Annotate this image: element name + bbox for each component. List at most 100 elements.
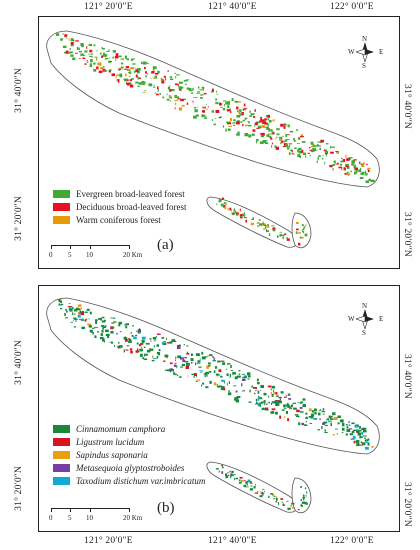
forest-patch — [300, 134, 303, 138]
forest-patch — [141, 80, 145, 84]
forest-patch — [267, 224, 269, 227]
forest-patch — [140, 61, 143, 65]
forest-patch — [186, 351, 189, 354]
forest-patch — [218, 374, 220, 376]
forest-patch — [254, 492, 258, 494]
main-island-outline — [46, 30, 380, 188]
forest-patch — [262, 139, 267, 143]
forest-patch — [291, 502, 295, 505]
forest-patch — [310, 416, 314, 419]
forest-patch — [260, 390, 262, 391]
forest-patch — [170, 362, 173, 365]
forest-patch — [348, 420, 350, 424]
forest-patch — [249, 115, 252, 117]
forest-patch — [123, 349, 125, 353]
forest-patch — [98, 70, 102, 74]
forest-patch — [136, 68, 141, 70]
forest-patch — [269, 135, 272, 139]
forest-patch — [320, 142, 323, 144]
forest-patch — [156, 335, 157, 338]
forest-patch — [149, 338, 152, 340]
forest-patch — [73, 39, 75, 42]
forest-patch — [164, 77, 167, 81]
forest-patch — [148, 83, 153, 86]
forest-patch — [95, 321, 97, 325]
forest-patch — [207, 106, 209, 108]
forest-patch — [156, 356, 159, 359]
forest-patch — [283, 126, 286, 129]
forest-patch — [96, 50, 98, 52]
forest-patch — [298, 242, 301, 246]
forest-patch — [184, 356, 187, 359]
forest-patch — [159, 93, 161, 95]
forest-patch — [84, 311, 88, 313]
forest-patch — [239, 114, 243, 116]
forest-patch — [65, 50, 69, 54]
forest-patch — [174, 83, 179, 86]
forest-patch — [346, 426, 349, 429]
forest-patch — [70, 43, 74, 47]
forest-patch — [287, 145, 290, 147]
forest-patch — [222, 107, 225, 111]
forest-patch — [283, 123, 286, 125]
forest-patch — [303, 226, 306, 229]
forest-patch — [186, 362, 190, 366]
forest-patch — [224, 202, 227, 204]
forest-patch — [197, 360, 201, 363]
forest-patch — [248, 401, 252, 403]
forest-patch — [82, 310, 84, 313]
forest-patch — [191, 362, 193, 364]
forest-patch — [154, 339, 156, 341]
forest-patch — [190, 358, 194, 362]
forest-patch — [119, 73, 123, 76]
forest-patch — [336, 151, 339, 154]
forest-patch — [125, 349, 129, 351]
forest-patch — [300, 504, 302, 506]
forest-patch — [263, 223, 266, 226]
forest-patch — [359, 426, 361, 429]
forest-patch — [252, 129, 256, 132]
forest-patch — [175, 359, 176, 361]
forest-patch — [95, 320, 97, 322]
forest-patch — [233, 385, 237, 387]
forest-patch — [270, 137, 273, 140]
forest-patch — [119, 331, 122, 333]
forest-patch — [361, 163, 365, 167]
forest-patch — [249, 389, 251, 393]
forest-patch — [297, 402, 299, 403]
forest-patch — [303, 497, 305, 501]
forest-patch — [88, 53, 90, 55]
forest-patch — [268, 129, 270, 132]
forest-patch — [166, 337, 167, 340]
legend-a: Evergreen broad-leaved forest Deciduous … — [53, 187, 186, 226]
forest-patch — [362, 427, 364, 430]
forest-patch — [215, 98, 217, 102]
forest-patch — [97, 331, 100, 333]
forest-patch — [268, 120, 272, 123]
forest-patch — [292, 506, 294, 509]
forest-patch — [268, 395, 270, 398]
forest-patch — [121, 67, 123, 70]
forest-patch — [209, 380, 212, 384]
forest-patch — [175, 76, 177, 79]
forest-patch — [290, 504, 293, 507]
forest-patch — [179, 86, 184, 89]
forest-patch — [322, 408, 324, 411]
forest-patch — [85, 318, 88, 321]
forest-patch — [157, 86, 159, 90]
forest-patch — [213, 370, 216, 374]
forest-patch — [352, 436, 356, 440]
forest-patch — [145, 75, 147, 78]
forest-patch — [297, 509, 300, 511]
forest-patch — [205, 108, 209, 110]
compass-a: N W E S — [348, 35, 383, 73]
forest-patch — [124, 55, 127, 59]
forest-patch — [342, 159, 346, 163]
forest-patch — [62, 45, 67, 48]
forest-patch — [367, 438, 370, 441]
forest-patch — [126, 79, 130, 81]
forest-patch — [225, 101, 229, 105]
forest-patch — [153, 84, 155, 86]
forest-patch — [197, 362, 201, 364]
forest-patch — [264, 226, 266, 229]
